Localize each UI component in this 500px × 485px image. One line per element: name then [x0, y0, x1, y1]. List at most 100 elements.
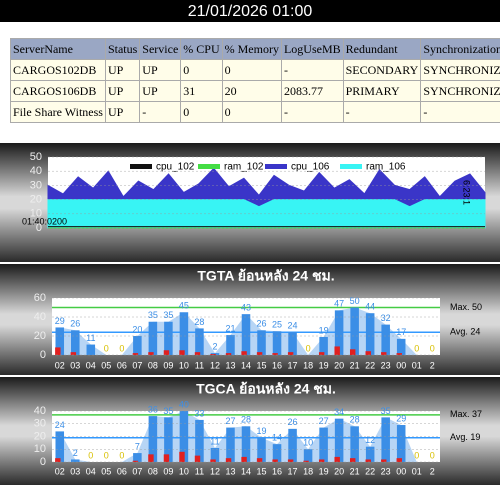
bar: [133, 336, 142, 355]
x-tick-label: 14: [241, 360, 251, 370]
value-label: 0: [414, 450, 419, 460]
value-label: 29: [396, 413, 406, 423]
value-label: 29: [55, 316, 65, 326]
value-label: 11: [210, 436, 219, 446]
y-tick-label: 40: [34, 311, 46, 323]
bar: [133, 453, 142, 462]
x-tick-label: 17: [288, 360, 298, 370]
bar: [163, 454, 170, 462]
x-tick-label: 23: [381, 466, 391, 476]
bar: [381, 352, 387, 355]
bar: [71, 330, 80, 355]
bar: [164, 417, 173, 462]
column-header: Redundant: [342, 38, 422, 60]
value-label: 44: [365, 302, 375, 312]
legend-label: ram_102: [224, 162, 264, 173]
y-tick-label: 10: [34, 443, 46, 455]
x-tick-label: 21: [350, 360, 360, 370]
y-tick-label: 60: [34, 292, 46, 304]
x-tick-label: 19: [319, 360, 329, 370]
value-label: 28: [241, 415, 251, 425]
x-tick-label: 12: [210, 360, 220, 370]
bar: [179, 451, 185, 462]
table-cell: SYNCHRONIZED: [420, 59, 500, 81]
bar: [349, 349, 356, 355]
legend-swatch: [130, 164, 152, 169]
y-tick-label: 50: [30, 151, 42, 163]
bar: [257, 330, 266, 355]
value-label: 27: [225, 416, 235, 426]
value-label: 27: [319, 416, 329, 426]
x-tick-label: 02: [55, 360, 65, 370]
bar: [241, 351, 247, 355]
x-tick-label: 15: [257, 360, 267, 370]
value-label: 28: [350, 415, 360, 425]
x-tick-label: 04: [86, 466, 96, 476]
y-tick-label: 0: [36, 222, 42, 234]
legend-label: cpu_102: [156, 162, 195, 173]
bar: [365, 351, 371, 355]
legend-swatch: [198, 164, 220, 169]
bar: [365, 459, 371, 462]
x-tick-label: 15: [257, 466, 267, 476]
bar: [272, 444, 282, 462]
legend-swatch: [340, 164, 362, 169]
legend-label: ram_106: [366, 162, 406, 173]
table-cell: PRIMARY: [342, 80, 422, 102]
bar: [272, 331, 282, 355]
bar: [225, 458, 232, 462]
bar: [272, 459, 278, 462]
bar: [194, 352, 201, 355]
value-label: 45: [179, 301, 189, 311]
x-tick-label: 11: [195, 466, 204, 476]
value-label: 0: [306, 343, 311, 353]
value-label: 0: [88, 450, 93, 460]
y-tick-label: 20: [34, 330, 46, 342]
reference-label: Max. 37: [450, 409, 482, 419]
legend-swatch: [265, 164, 287, 169]
bar: [365, 313, 375, 355]
x-tick-label: 21: [350, 466, 360, 476]
value-label: 19: [257, 426, 267, 436]
x-tick-label: 03: [70, 466, 80, 476]
bar: [132, 353, 139, 355]
bar: [319, 336, 328, 355]
y-tick-label: 30: [30, 179, 42, 191]
x-tick-label: 09: [163, 360, 173, 370]
value-label: 2: [73, 448, 78, 458]
column-header: LogUseMB: [280, 38, 344, 60]
table-cell: 20: [221, 80, 282, 102]
x-tick-label: 02: [55, 466, 65, 476]
annotation: 6:23:1: [462, 180, 472, 205]
table-cell: 0: [180, 101, 223, 123]
column-header: % CPU: [180, 38, 223, 60]
value-label: 17: [396, 327, 406, 337]
x-tick-label: 05: [101, 360, 111, 370]
legend-label: cpu_106: [291, 162, 330, 173]
value-label: 26: [288, 417, 298, 427]
bar: [318, 352, 325, 355]
bar: [194, 455, 201, 462]
annotation: 01:40:0200: [22, 216, 67, 226]
bar: [319, 427, 328, 462]
y-tick-label: 40: [30, 165, 42, 177]
bar: [148, 416, 158, 462]
bar: [381, 417, 390, 462]
table-row: CARGOS106DB UP UP 31 20 2083.77 PRIMARY SYNCHRO…: [10, 80, 500, 102]
y-tick-label: 40: [34, 405, 46, 417]
column-header: Service: [139, 38, 182, 60]
bar: [288, 428, 297, 462]
table-cell: UP: [139, 59, 182, 81]
x-tick-label: 2: [430, 360, 435, 370]
bar: [55, 327, 65, 355]
x-tick-label: 08: [148, 360, 158, 370]
bar: [287, 459, 294, 462]
value-label: 0: [119, 343, 124, 353]
bar: [148, 454, 154, 462]
value-label: 28: [194, 317, 204, 327]
value-label: 24: [288, 321, 298, 331]
table-cell: SECONDARY: [342, 59, 422, 81]
value-label: 0: [414, 343, 419, 353]
